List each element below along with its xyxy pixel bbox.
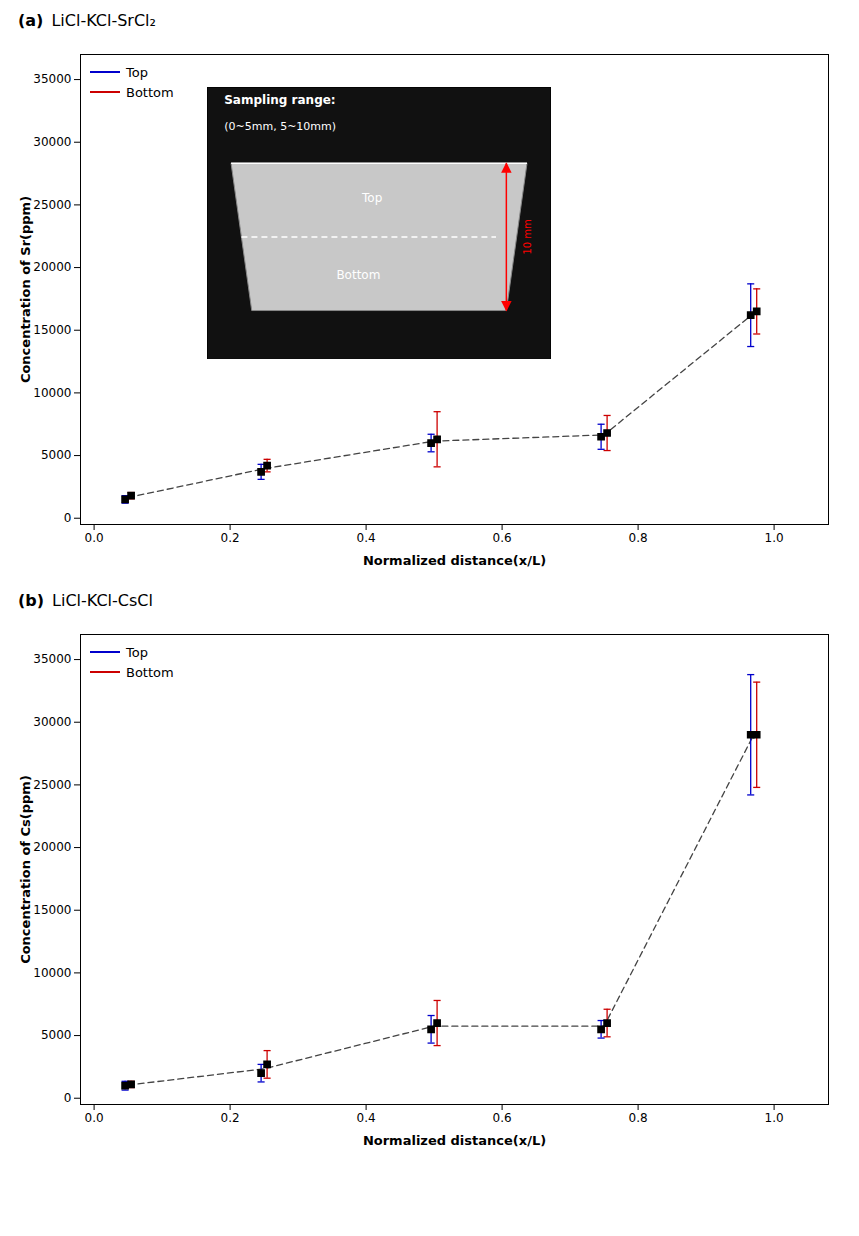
html-text:Bottom: Bottom	[126, 664, 174, 680]
svg-text:0.4: 0.4	[357, 531, 376, 545]
svg-text:0: 0	[64, 1091, 72, 1105]
svg-text:5000: 5000	[41, 1028, 72, 1042]
svg-text:10000: 10000	[33, 386, 71, 400]
svg-text:35000: 35000	[33, 652, 71, 666]
svg-text:0.6: 0.6	[493, 1111, 512, 1125]
svg-text:15000: 15000	[33, 903, 71, 917]
svg-text:25000: 25000	[33, 778, 71, 792]
html-text:(a): (a)	[18, 11, 44, 30]
html-text:Top: Top	[126, 644, 148, 660]
svg-text:Normalized distance(x/L): Normalized distance(x/L)	[363, 1133, 546, 1148]
svg-text:0.8: 0.8	[629, 1111, 648, 1125]
svg-text:0.2: 0.2	[221, 531, 240, 545]
svg-text:Concentration of Sr(ppm): Concentration of Sr(ppm)	[18, 196, 33, 383]
svg-text:Sampling range:: Sampling range:	[224, 93, 335, 107]
svg-text:0.0: 0.0	[85, 1111, 104, 1125]
svg-text:0.8: 0.8	[629, 531, 648, 545]
svg-text:35000: 35000	[33, 72, 71, 86]
svg-text:10000: 10000	[33, 966, 71, 980]
html-text:Top: Top	[126, 64, 148, 80]
svg-text:15000: 15000	[33, 323, 71, 337]
svg-text:Bottom: Bottom	[337, 267, 381, 281]
html-text:LiCl-KCl-SrCl₂: LiCl-KCl-SrCl₂	[51, 11, 156, 30]
svg-text:Top: Top	[361, 191, 382, 205]
svg-text:(0~5mm, 5~10mm): (0~5mm, 5~10mm)	[224, 120, 336, 133]
svg-text:1.0: 1.0	[765, 531, 784, 545]
svg-text:25000: 25000	[33, 198, 71, 212]
svg-text:0.0: 0.0	[85, 531, 104, 545]
svg-text:0.2: 0.2	[221, 1111, 240, 1125]
svg-text:0.6: 0.6	[493, 531, 512, 545]
svg-text:30000: 30000	[33, 135, 71, 149]
html-text:(b): (b)	[18, 591, 45, 610]
html-text:LiCl-KCl-CsCl: LiCl-KCl-CsCl	[52, 591, 153, 610]
svg-text:20000: 20000	[33, 260, 71, 274]
svg-text:0.4: 0.4	[357, 1111, 376, 1125]
svg-text:Concentration of Cs(ppm): Concentration of Cs(ppm)	[18, 775, 33, 964]
svg-text:30000: 30000	[33, 715, 71, 729]
svg-text:0: 0	[64, 511, 72, 525]
svg-text:20000: 20000	[33, 840, 71, 854]
svg-text:5000: 5000	[41, 448, 72, 462]
svg-text:1.0: 1.0	[765, 1111, 784, 1125]
svg-text:10 mm: 10 mm	[522, 219, 533, 254]
html-text:Bottom: Bottom	[126, 84, 174, 100]
svg-text:Normalized distance(x/L): Normalized distance(x/L)	[363, 553, 546, 568]
